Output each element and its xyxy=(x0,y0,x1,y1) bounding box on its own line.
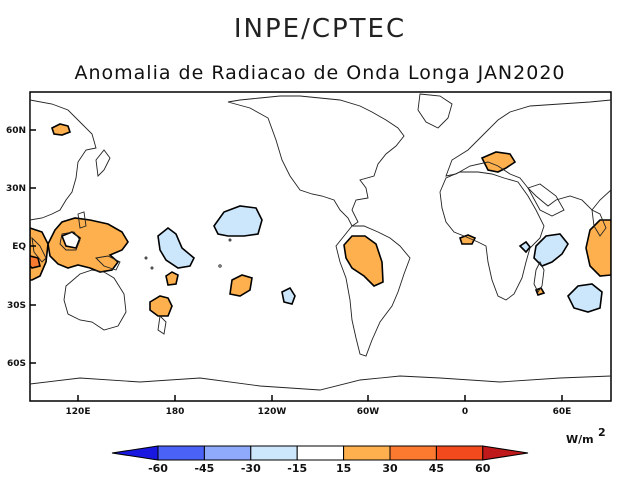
coast-africa xyxy=(439,171,545,301)
positive-anomaly-north-pacific xyxy=(51,123,72,136)
unit-label: W/m 2 xyxy=(566,426,606,446)
positive-anomaly-indonesia xyxy=(47,217,129,273)
negative-anomaly-hawaii xyxy=(213,205,263,237)
colorbar-bin-5 xyxy=(343,445,391,461)
positive-anomaly-mediterranean xyxy=(480,151,517,173)
colorbar-bin-3 xyxy=(250,445,298,461)
lat-label-60n: 60N xyxy=(6,126,26,136)
positive-anomaly-south-pacific xyxy=(149,295,173,317)
institution-title: INPE/CPTEC xyxy=(233,14,407,44)
positive-anomaly-indian-ocean xyxy=(585,219,611,277)
positive-anomaly-core xyxy=(30,255,41,269)
coast-australia xyxy=(63,269,127,331)
coast-india xyxy=(591,209,607,237)
colorbar-label-neg15: -15 xyxy=(287,462,307,475)
coast-east-asia xyxy=(30,99,97,221)
map-area: 60N 30N EQ 30S 60S 120E 180 120W 60W 0 6… xyxy=(6,91,612,417)
colorbar-bin-4 xyxy=(296,445,345,461)
lat-label-30s: 30S xyxy=(7,301,26,311)
positive-anomaly-gulf-guinea xyxy=(458,234,477,245)
lat-label-eq: EQ xyxy=(12,242,26,252)
coast-madagascar xyxy=(533,260,545,293)
coast-north-america xyxy=(227,95,405,227)
positive-anomaly-madagascar-spot xyxy=(534,287,546,296)
positive-anomaly-central-pacific xyxy=(229,274,253,297)
lon-label-120e: 120E xyxy=(66,407,91,417)
colorbar-bin-1 xyxy=(157,445,205,461)
colorbar: -60 -45 -30 -15 15 30 45 60 xyxy=(111,445,529,475)
coast-greenland xyxy=(417,93,453,129)
coast-new-zealand xyxy=(157,315,167,335)
negative-anomaly-spcz xyxy=(157,226,195,269)
negative-anomaly-south-central-pacific xyxy=(281,286,296,305)
coast-arabia xyxy=(527,183,565,217)
positive-anomaly-south-america xyxy=(343,235,384,287)
lat-label-30n: 30N xyxy=(6,184,26,194)
coast-sumatra xyxy=(31,236,47,263)
colorbar-label-neg60: -60 xyxy=(148,462,168,475)
lon-label-120w: 120W xyxy=(258,407,287,417)
colorbar-bin-2 xyxy=(203,445,252,461)
anomaly-patches xyxy=(30,123,611,317)
coast-borneo xyxy=(59,231,81,251)
negative-anomaly-east-africa-small xyxy=(518,240,532,254)
lon-label-0: 0 xyxy=(462,407,468,417)
colorbar-bin-6 xyxy=(389,445,437,461)
coast-philippines xyxy=(77,211,87,229)
coast-japan xyxy=(95,149,111,177)
unit-exponent: 2 xyxy=(598,426,606,439)
colorbar-max-arrow xyxy=(482,445,529,461)
unit-base: W/m xyxy=(566,433,594,446)
coast-new-guinea xyxy=(95,255,121,271)
negative-anomaly-east-africa xyxy=(533,233,569,267)
colorbar-min-arrow xyxy=(111,445,159,461)
positive-anomaly-fiji xyxy=(165,271,179,286)
colorbar-label-neg30: -30 xyxy=(241,462,261,475)
colorbar-label-30: 30 xyxy=(382,462,398,475)
coastlines xyxy=(30,93,611,391)
colorbar-label-neg45: -45 xyxy=(194,462,214,475)
negative-anomaly-south-indian xyxy=(567,283,603,313)
map-title: Anomalia de Radiacao de Onda Longa JAN20… xyxy=(74,62,566,84)
colorbar-label-45: 45 xyxy=(429,462,444,475)
lon-label-60w: 60W xyxy=(357,407,380,417)
coast-south-america xyxy=(335,225,411,357)
coast-antarctica xyxy=(30,375,611,391)
latitude-axis: 60N 30N EQ 30S 60S xyxy=(6,126,36,369)
colorbar-bin-7 xyxy=(435,445,484,461)
colorbar-label-15: 15 xyxy=(336,462,351,475)
colorbar-label-60: 60 xyxy=(475,462,491,475)
lat-label-60s: 60S xyxy=(7,359,26,369)
lon-label-60e: 60E xyxy=(553,407,572,417)
lon-label-180: 180 xyxy=(166,407,185,417)
longitude-axis: 120E 180 120W 60W 0 60E xyxy=(66,395,572,417)
